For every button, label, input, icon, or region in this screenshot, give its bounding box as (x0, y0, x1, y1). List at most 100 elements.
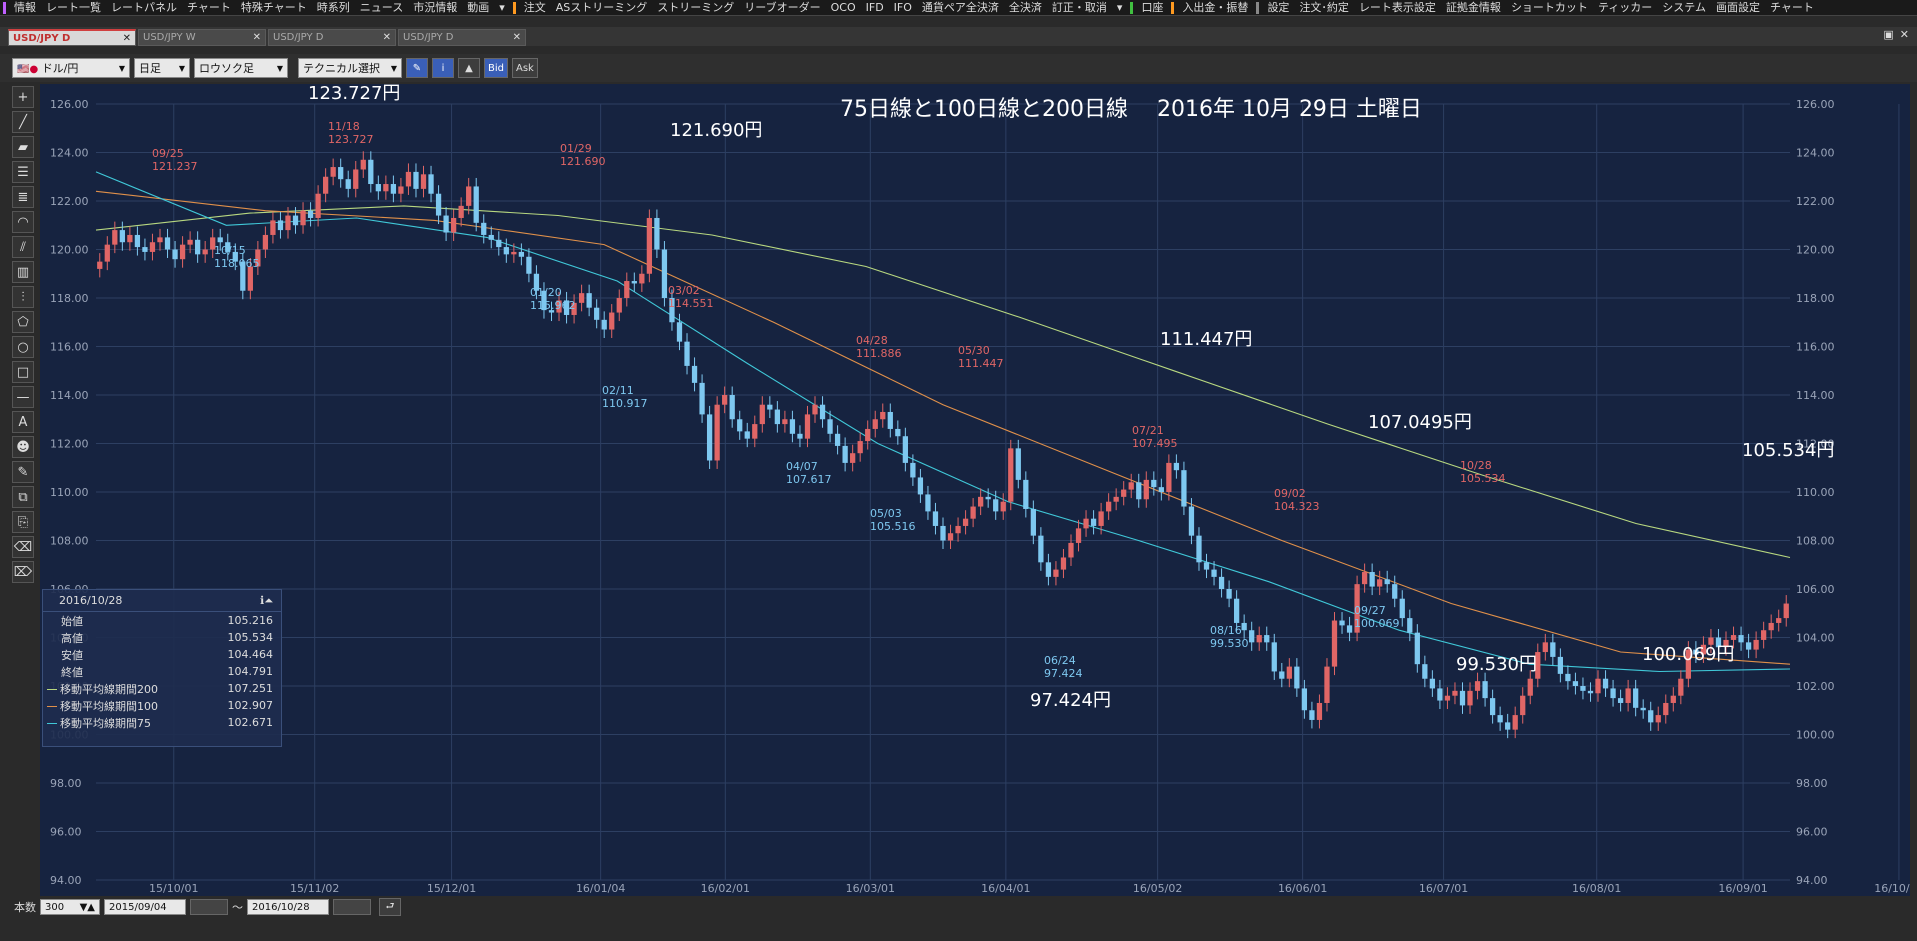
circle-tool-icon[interactable]: ○ (12, 336, 34, 358)
price-annotation: 111.447円 (1160, 329, 1252, 350)
menu-item[interactable]: ▾ (1116, 0, 1123, 14)
end-date-input[interactable]: 2016/10/28 (247, 899, 329, 915)
close-tab-icon[interactable]: ✕ (122, 32, 131, 44)
info-icon[interactable]: i (432, 58, 454, 78)
menu-item[interactable]: 時系列 (316, 0, 350, 14)
start-time-input[interactable] (190, 899, 228, 915)
close-tab-icon[interactable]: ✕ (382, 32, 391, 43)
chart-tab[interactable]: USD/JPY D ✕ (268, 29, 396, 46)
menu-item[interactable]: ASストリーミング (555, 0, 648, 14)
menu-item[interactable]: レートパネル (111, 0, 177, 14)
candle-body (300, 210, 306, 226)
menu-item[interactable]: 市況情報 (413, 0, 458, 14)
eraser-tool-icon[interactable]: ⌫ (12, 536, 34, 558)
menu-item[interactable]: 注文･約定 (1299, 0, 1349, 14)
pen-icon[interactable]: ✎ (406, 58, 428, 78)
rect-tool-icon[interactable]: □ (12, 361, 34, 383)
candle-body (1309, 710, 1315, 720)
paste-tool-icon[interactable]: ⎘ (12, 511, 34, 533)
menu-item[interactable]: レート表示設定 (1358, 0, 1436, 14)
eraseall-tool-icon[interactable]: ⌦ (12, 561, 34, 583)
menu-item[interactable]: ▾ (499, 0, 505, 14)
text-tool-icon[interactable]: A (12, 411, 34, 433)
menu-item[interactable]: 動画 (467, 0, 490, 14)
menu-item[interactable]: チャート (187, 0, 231, 14)
menu-item[interactable]: 口座 (1141, 0, 1164, 14)
candle-body (217, 237, 223, 243)
menu-item[interactable]: チャート (1769, 0, 1814, 14)
menu-item[interactable]: 入出金・振替 (1182, 0, 1249, 14)
start-date-input[interactable]: 2015/09/04 (104, 899, 186, 915)
menu-item[interactable]: ショートカット (1510, 0, 1588, 14)
close-tab-icon[interactable]: ✕ (252, 32, 261, 43)
menu-item[interactable]: 通貨ペア全決済 (921, 0, 999, 14)
menu-item[interactable]: 設定 (1267, 0, 1290, 14)
hline-tool-icon[interactable]: — (12, 386, 34, 408)
menu-item[interactable]: レート一覧 (46, 0, 101, 14)
channel-tool-icon[interactable]: ⫶ (12, 286, 34, 308)
swing-date-label: 10/28 (1460, 459, 1492, 472)
hlines-tool-icon[interactable]: ☰ (12, 161, 34, 183)
timeframe-select[interactable]: 日足 ▼ (134, 58, 190, 78)
close-tab-icon[interactable]: ✕ (512, 32, 521, 43)
stepper-icon[interactable]: ▼▲ (79, 901, 95, 913)
edit-tool-icon[interactable]: ✎ (12, 461, 34, 483)
arc-tool-icon[interactable]: ◠ (12, 211, 34, 233)
candle-body (1542, 642, 1548, 653)
candle-body (752, 424, 758, 439)
menu-item[interactable]: ニュース (359, 0, 404, 14)
menu-item[interactable]: ティッカー (1597, 0, 1653, 14)
chevron-down-icon: ▼ (276, 63, 283, 73)
chart-tab[interactable]: USD/JPY D ✕ (8, 29, 136, 46)
candle-body (172, 249, 178, 260)
candle-body (1143, 479, 1149, 500)
menu-item[interactable]: リーブオーダー (744, 0, 821, 14)
menu-item[interactable]: システム (1662, 0, 1706, 14)
menu-item[interactable]: 情報 (14, 0, 36, 14)
end-time-input[interactable] (333, 899, 371, 915)
currency-pair-select[interactable]: 🇺🇸● ドル/円 ▼ (12, 58, 130, 78)
ma-swatch (47, 706, 57, 707)
candle-body (1053, 569, 1059, 577)
swing-date-label: 01/20 (530, 286, 562, 299)
chart-tab[interactable]: USD/JPY D ✕ (398, 29, 526, 46)
menu-item[interactable]: 全決済 (1008, 0, 1042, 14)
trendline-tool-icon[interactable]: ╱ (12, 111, 34, 133)
candle-body (684, 341, 690, 366)
area-chart-icon[interactable]: ▲ (458, 58, 480, 78)
collapse-icon[interactable]: ℹ⏶ (260, 593, 273, 607)
technical-select[interactable]: テクニカル選択 ▼ (298, 58, 402, 78)
icon-tool-icon[interactable]: ☻ (12, 436, 34, 458)
bid-button[interactable]: Bid (484, 58, 508, 78)
gann-tool-icon[interactable]: ▥ (12, 261, 34, 283)
y-tick-label-left: 108.00 (50, 535, 89, 548)
fan-tool-icon[interactable]: ⫽ (12, 236, 34, 258)
info-key: 始値 (61, 614, 83, 628)
copy-tool-icon[interactable]: ⧉ (12, 486, 34, 508)
fibo-tool-icon[interactable]: ≣ (12, 186, 34, 208)
menu-item[interactable]: IFO (893, 0, 912, 14)
restore-icon[interactable]: ▣ (1883, 28, 1894, 41)
chart-area[interactable]: 126.00 126.00 124.00 124.00 122.00 122.00 120.… (40, 84, 1910, 896)
candle-body (1121, 489, 1127, 497)
candle-body (842, 445, 848, 463)
crosshair-tool-icon[interactable]: + (12, 86, 34, 108)
menu-item[interactable]: 注文 (523, 0, 546, 14)
menu-item[interactable]: ストリーミング (657, 0, 735, 14)
pentagon-tool-icon[interactable]: ⬠ (12, 311, 34, 333)
chart-type-select[interactable]: ロウソク足 ▼ (194, 58, 288, 78)
candle-body (202, 249, 208, 255)
menu-item[interactable]: OCO (830, 0, 856, 14)
menu-item[interactable]: 特殊チャート (240, 0, 307, 14)
menu-item[interactable]: IFD (865, 0, 884, 14)
menu-item[interactable]: 訂正・取消 (1051, 0, 1107, 14)
menu-item[interactable]: 証拠金情報 (1445, 0, 1501, 14)
close-icon[interactable]: ✕ (1899, 28, 1909, 41)
bar-count-input[interactable]: 300 ▼▲ (40, 899, 100, 915)
ruler-tool-icon[interactable]: ▰ (12, 136, 34, 158)
chart-tab[interactable]: USD/JPY W ✕ (138, 29, 266, 46)
candlestick-chart[interactable]: 126.00 126.00 124.00 124.00 122.00 122.00 120.… (40, 84, 1910, 896)
menu-item[interactable]: 画面設定 (1715, 0, 1760, 14)
refresh-button[interactable]: ⮐ (379, 898, 401, 916)
ask-button[interactable]: Ask (512, 58, 538, 78)
